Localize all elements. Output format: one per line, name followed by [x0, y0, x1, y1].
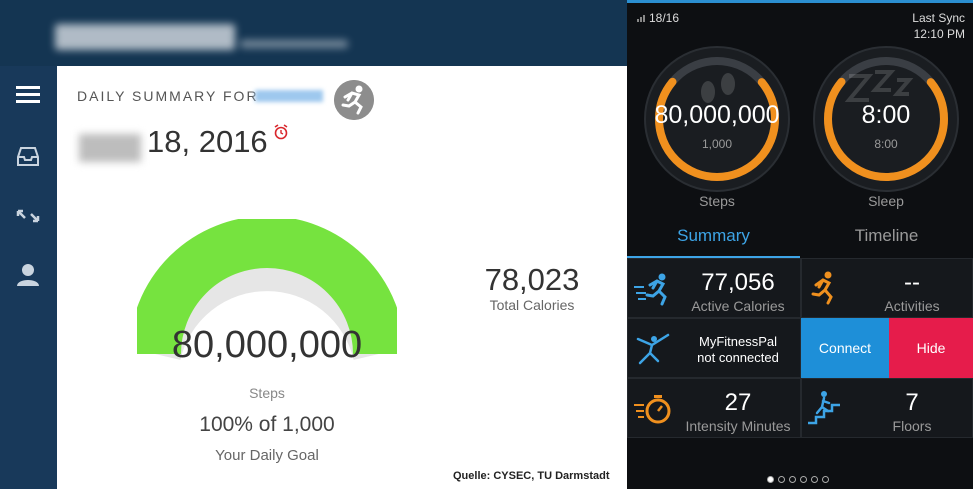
daily-summary-card: DAILY SUMMARY FOR 18, 2016 80,000,000 St…	[57, 66, 627, 489]
page-indicator[interactable]	[767, 474, 833, 484]
app-logo-blurred	[55, 24, 235, 50]
app-tagline-blurred	[240, 40, 348, 48]
running-person-icon	[811, 271, 833, 305]
hide-button[interactable]: Hide	[889, 318, 973, 378]
goal-label: Your Daily Goal	[215, 447, 319, 464]
sleep-ring[interactable]	[811, 44, 961, 194]
web-header	[0, 0, 627, 66]
steps-ring-goal: 1,000	[701, 137, 733, 151]
zzz-icon	[844, 70, 914, 102]
status-accent-line	[627, 0, 973, 3]
calories-label: Total Calories	[489, 297, 575, 313]
floors-label: Floors	[892, 418, 932, 434]
page-dot[interactable]	[789, 476, 796, 483]
steps-ring-label: Steps	[699, 193, 735, 209]
intensity-minutes-tile[interactable]: 27 Intensity Minutes	[627, 378, 801, 438]
floors-tile[interactable]: 7 Floors	[801, 378, 973, 438]
activities-tile[interactable]: -- Activities	[801, 258, 973, 318]
active-calories-label: Active Calories	[691, 298, 785, 314]
runner-icon	[334, 80, 374, 120]
gauge-fill	[137, 219, 397, 355]
sleep-ring-value: 8:00	[861, 101, 911, 129]
intensity-minutes-label: Intensity Minutes	[685, 418, 791, 434]
status-date: 18/16	[649, 11, 680, 25]
sleep-ring-arc	[824, 57, 948, 181]
connect-button[interactable]: Connect	[801, 318, 889, 378]
goal-percent: 100% of 1,000	[199, 413, 335, 436]
alarm-clock-icon	[274, 124, 288, 140]
phone-app: 18/16 Last Sync 12:10 PM 80,000,000 1,00…	[627, 0, 973, 489]
active-calories-value: 77,056	[701, 269, 775, 296]
activities-label: Activities	[884, 298, 940, 314]
summary-date: 18, 2016	[147, 124, 268, 159]
page-dot[interactable]	[800, 476, 807, 483]
myfitnesspal-tile: MyFitnessPal not connected	[627, 318, 801, 378]
steps-ring[interactable]	[642, 44, 792, 194]
page-dot[interactable]	[811, 476, 818, 483]
footprint-icon	[701, 73, 735, 103]
calories-value: 78,023	[484, 262, 580, 297]
page-dot[interactable]	[767, 476, 774, 483]
steps-label: Steps	[249, 385, 285, 401]
expand-icon[interactable]	[15, 203, 41, 229]
active-calories-tile[interactable]: 77,056 Active Calories	[627, 258, 801, 318]
stopwatch-icon	[634, 395, 671, 424]
steps-value: 80,000,000	[171, 324, 363, 366]
source-credit: Quelle: CYSEC, TU Darmstadt	[453, 470, 610, 482]
steps-ring-arc	[655, 57, 779, 181]
menu-icon[interactable]	[15, 82, 41, 108]
myfitnesspal-title: MyFitnessPal	[698, 334, 778, 349]
page-dot[interactable]	[822, 476, 829, 483]
intensity-minutes-value: 27	[724, 389, 752, 416]
tab-timeline[interactable]: Timeline	[854, 226, 919, 245]
sleep-ring-label: Sleep	[868, 193, 904, 209]
web-dashboard: DAILY SUMMARY FOR 18, 2016 80,000,000 St…	[0, 0, 627, 489]
side-nav	[0, 66, 57, 489]
last-sync-time: 12:10 PM	[913, 27, 965, 41]
summary-grid: 77,056 Active Calories -- Activities MyF…	[627, 258, 973, 438]
inbox-icon[interactable]	[15, 144, 41, 170]
signal-icon	[637, 15, 645, 22]
stairs-climber-icon	[808, 391, 840, 425]
running-man-icon	[634, 273, 667, 306]
summary-title: DAILY SUMMARY FOR	[77, 88, 259, 104]
month-blurred	[79, 134, 141, 162]
tab-summary[interactable]: Summary	[677, 226, 750, 245]
active-tab-indicator	[627, 256, 800, 258]
activities-value: --	[904, 269, 920, 296]
steps-gauge	[137, 219, 397, 361]
myfitnesspal-status: not connected	[697, 350, 779, 365]
page-dot[interactable]	[778, 476, 785, 483]
profile-icon[interactable]	[15, 262, 41, 288]
username-blurred	[255, 90, 323, 102]
steps-ring-value: 80,000,000	[654, 101, 780, 129]
last-sync-label: Last Sync	[912, 11, 965, 25]
floors-value: 7	[905, 389, 919, 416]
sleep-ring-goal: 8:00	[874, 137, 898, 151]
stretching-person-icon	[636, 333, 670, 365]
